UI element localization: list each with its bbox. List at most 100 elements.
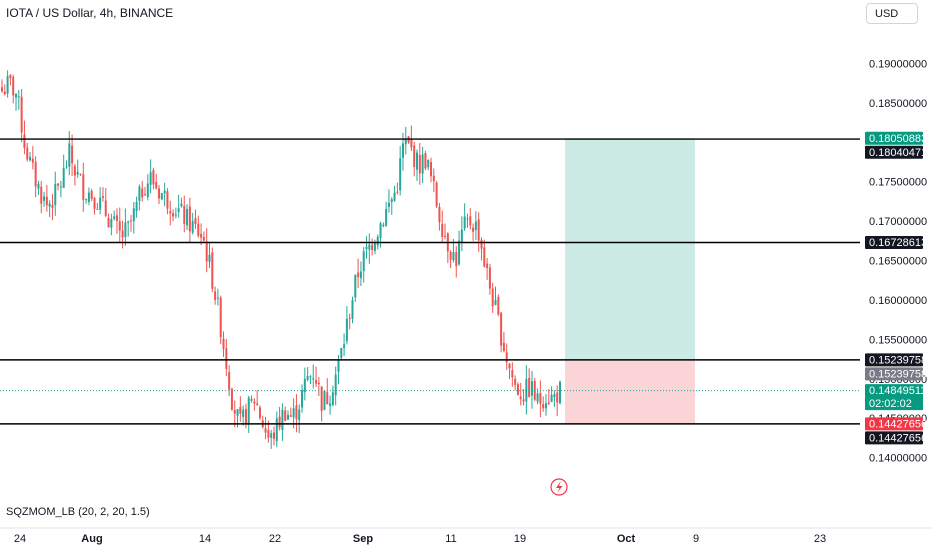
candle-body	[141, 188, 144, 198]
candle-body	[172, 213, 175, 217]
candle-body	[99, 197, 102, 210]
candle-body	[553, 393, 556, 398]
candle-body	[76, 171, 79, 175]
candle-body	[188, 206, 191, 232]
candle-body	[359, 271, 362, 279]
candle-body	[132, 208, 135, 222]
candle-body	[298, 409, 301, 421]
candle-body	[82, 174, 85, 200]
candle-body	[539, 393, 542, 404]
price-badge-label: 0.14849511	[869, 385, 926, 397]
candle-body	[146, 183, 149, 198]
candle-body	[228, 372, 231, 390]
candle-body	[15, 93, 18, 98]
candle-body	[326, 392, 329, 405]
candle-body	[20, 96, 23, 133]
candle-body	[345, 318, 348, 342]
candle-body	[230, 388, 233, 410]
candle-body	[68, 143, 71, 167]
candle-body	[410, 139, 413, 148]
currency-selector[interactable]: USD	[866, 3, 918, 24]
candle-body	[216, 297, 219, 299]
candle-body	[31, 158, 34, 163]
candle-body	[452, 252, 455, 261]
candle-body	[43, 196, 46, 201]
price-badge	[865, 367, 923, 381]
candle-body	[129, 220, 132, 222]
candle-body	[194, 218, 197, 225]
candle-body	[511, 370, 514, 378]
candle-body	[500, 312, 503, 346]
candle-body	[191, 221, 194, 233]
candle-body	[396, 191, 399, 193]
candle-body	[334, 374, 337, 396]
candle-body	[488, 267, 491, 289]
candle-body	[186, 209, 189, 226]
candle-body	[399, 158, 402, 191]
time-tick-label: 19	[514, 533, 526, 545]
candle-body	[536, 393, 539, 402]
candle-body	[458, 240, 461, 265]
candle-body	[202, 236, 205, 241]
candle-body	[480, 240, 483, 249]
time-tick-label: Aug	[81, 533, 102, 545]
candle-body	[214, 291, 217, 300]
target-zone	[565, 138, 695, 360]
candle-body	[303, 378, 306, 393]
time-tick-label: 22	[269, 533, 281, 545]
candle-body	[373, 243, 376, 251]
candle-body	[242, 409, 245, 417]
candle-body	[144, 194, 147, 196]
candle-body	[101, 196, 104, 198]
candle-body	[362, 251, 365, 272]
candle-body	[306, 375, 309, 380]
candle-body	[9, 75, 12, 79]
candle-body	[287, 414, 290, 420]
candle-body	[418, 154, 421, 174]
candle-body	[205, 241, 208, 262]
price-badge-label: 0.14427656	[869, 432, 927, 444]
price-badge-label: 0.15239758	[869, 354, 927, 366]
candle-body	[62, 168, 65, 188]
candle-body	[244, 408, 247, 424]
chart-title: IOTA / US Dollar, 4h, BINANCE	[6, 6, 174, 20]
candle-body	[71, 145, 74, 164]
candle-body	[174, 214, 177, 216]
candle-body	[169, 211, 172, 214]
candle-body	[17, 96, 20, 98]
candle-body	[34, 162, 37, 187]
indicator-label[interactable]: SQZMOM_LB (20, 2, 20, 1.5)	[6, 506, 150, 518]
candle-body	[544, 403, 547, 409]
countdown-label: 02:02:02	[869, 398, 912, 410]
candle-body	[413, 145, 416, 167]
candle-body	[26, 147, 29, 160]
candle-body	[180, 203, 183, 207]
candle-body	[516, 384, 519, 396]
candle-body	[559, 381, 561, 404]
candle-body	[155, 181, 158, 189]
price-badge	[865, 145, 923, 159]
candle-body	[315, 380, 318, 384]
alert-icon[interactable]	[550, 478, 568, 496]
candle-body	[354, 274, 357, 298]
price-badge-label: 0.18040471	[869, 147, 927, 159]
candle-body	[270, 433, 273, 438]
candle-body	[301, 390, 304, 408]
candle-body	[483, 247, 486, 267]
candle-body	[152, 170, 155, 185]
candle-body	[284, 410, 287, 422]
candle-body	[522, 399, 525, 402]
candle-body	[115, 215, 118, 221]
price-tick-label: 0.19000000	[869, 58, 927, 70]
candle-body	[491, 288, 494, 307]
price-badge-label: 0.15239758	[869, 368, 927, 380]
candle-body	[444, 235, 447, 237]
candle-body	[65, 166, 68, 168]
price-tick-label: 0.16000000	[869, 295, 927, 307]
candle-body	[469, 216, 472, 226]
candle-body	[59, 186, 62, 188]
candle-body	[497, 296, 500, 315]
candle-body	[183, 205, 186, 225]
candle-body	[264, 428, 267, 433]
